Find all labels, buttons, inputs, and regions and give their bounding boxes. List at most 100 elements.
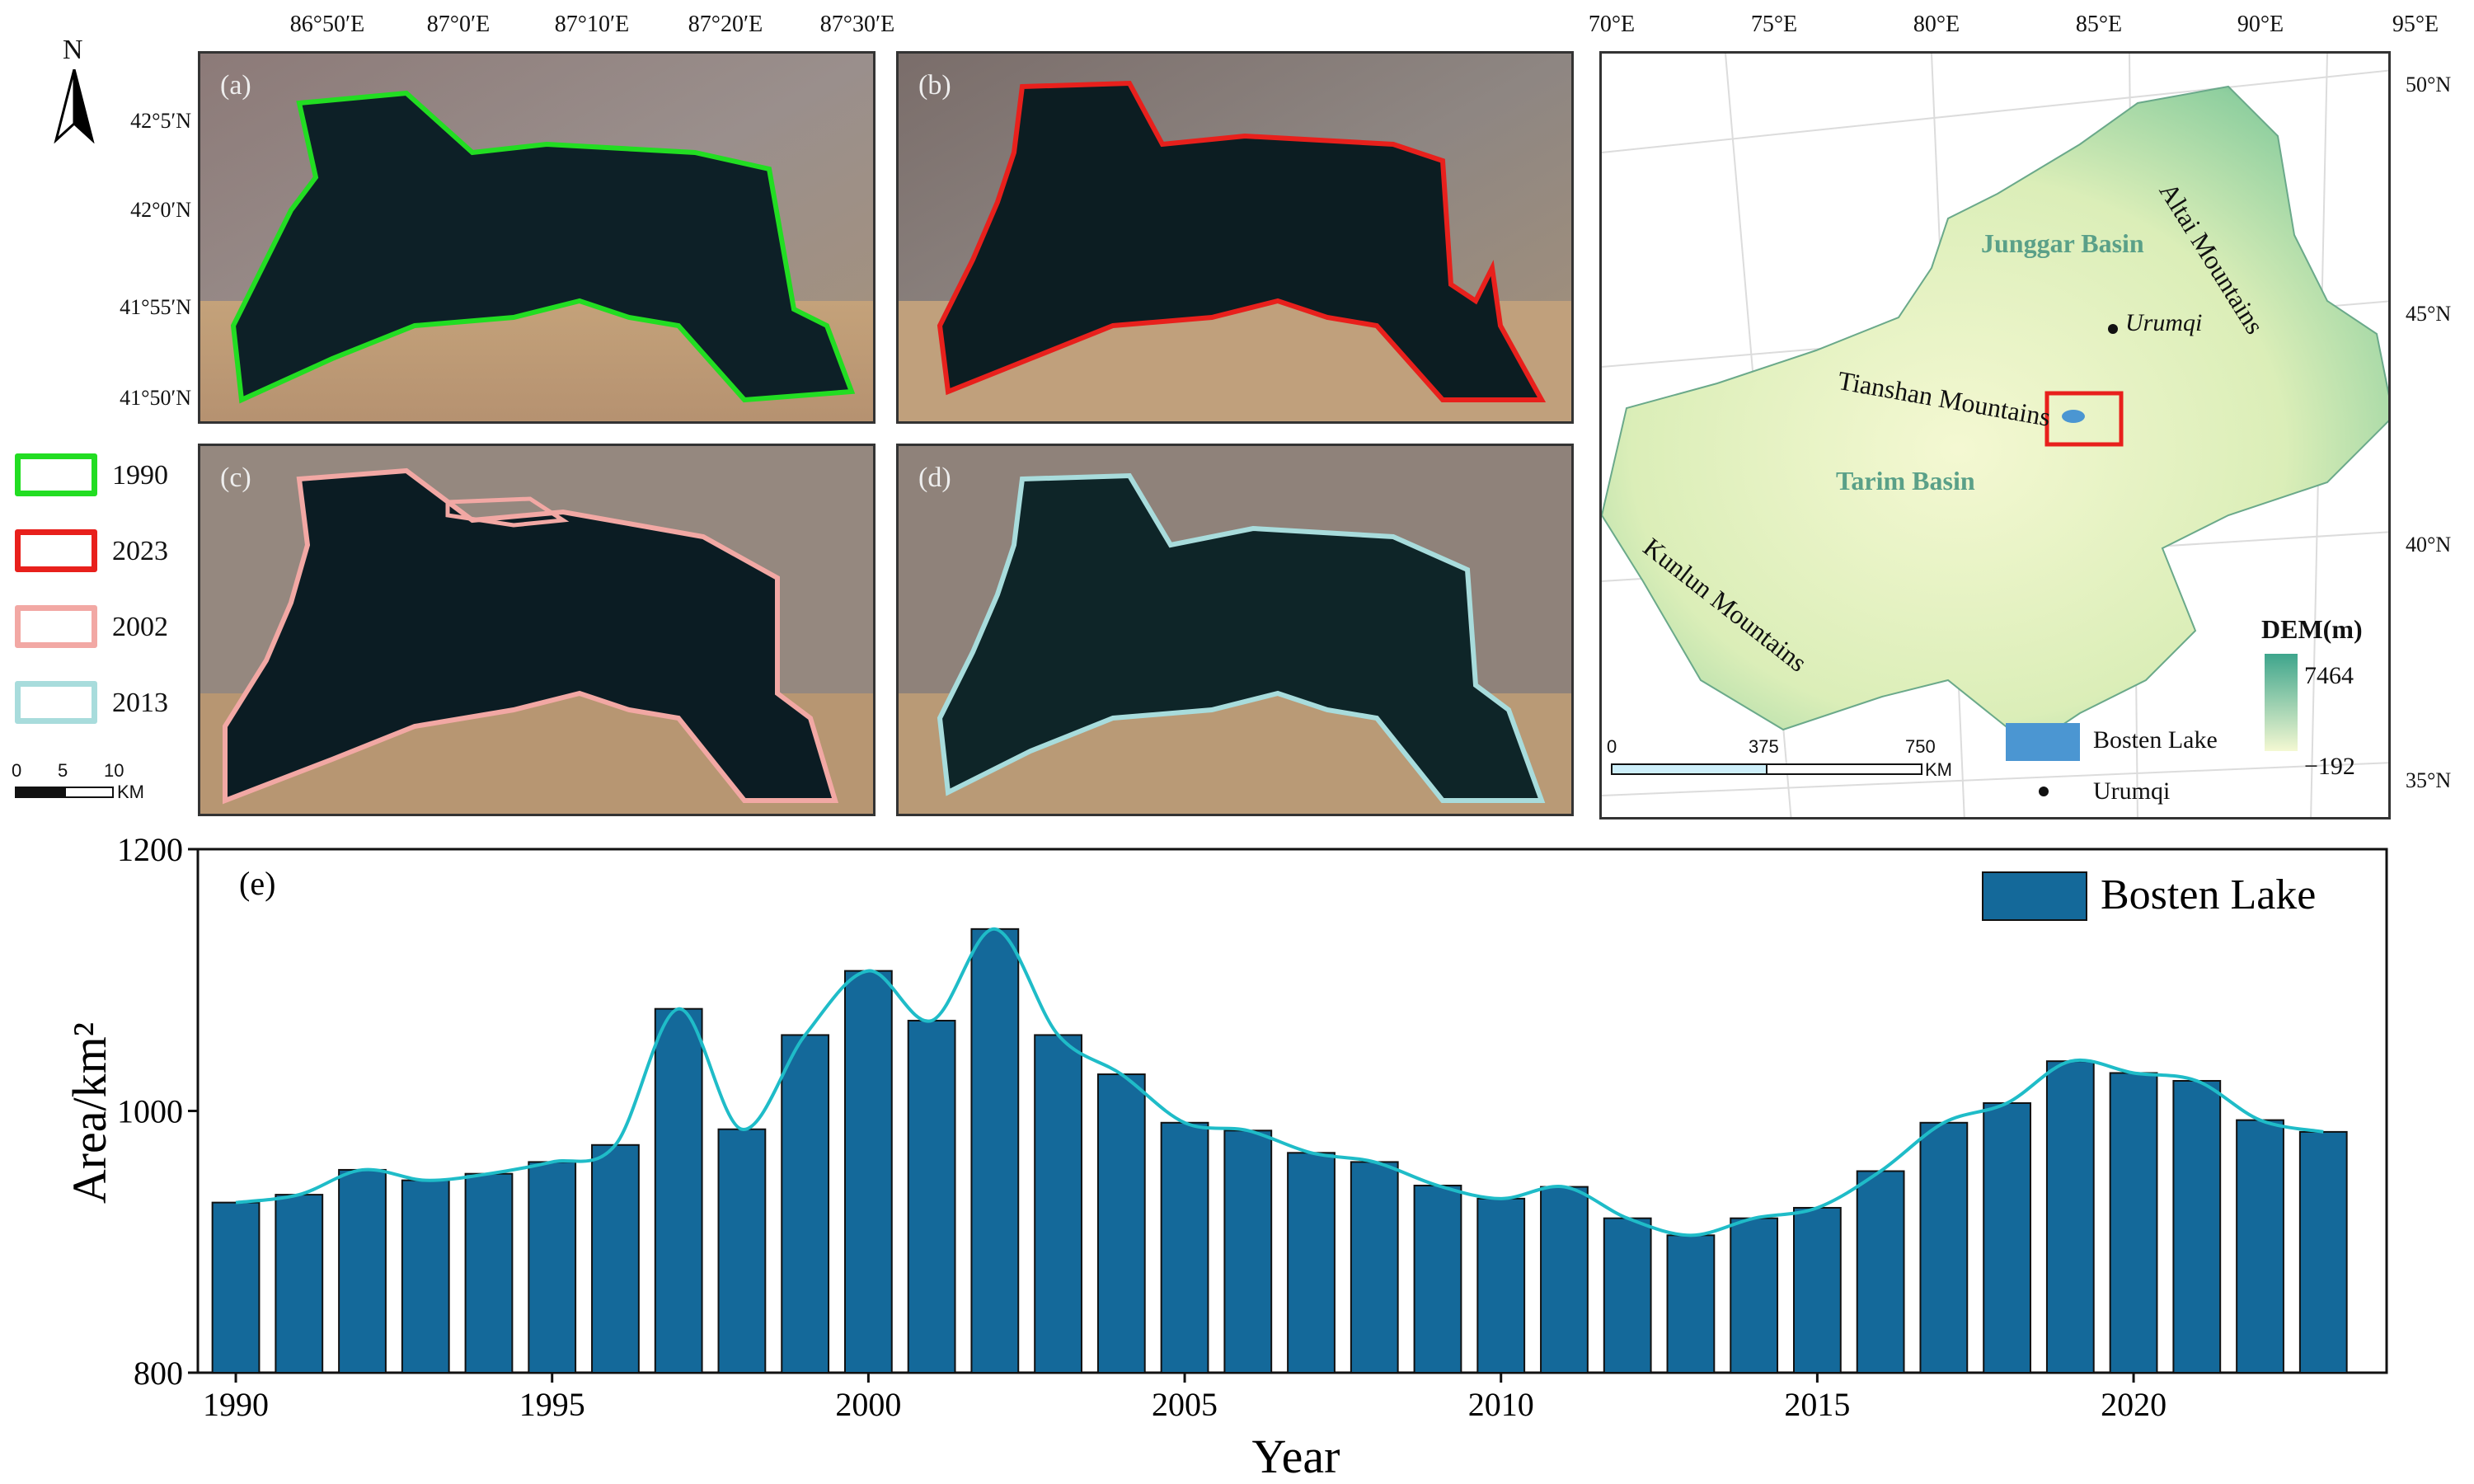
- bar-2005: [1160, 1121, 1209, 1374]
- study-area-box: [2044, 391, 2124, 447]
- north-arrow-label: N: [63, 35, 83, 65]
- map-scale-unit: KM: [1925, 759, 1952, 780]
- bar-2019: [2045, 1060, 2095, 1374]
- scale-bar-white: [64, 787, 114, 798]
- bar-2008: [1350, 1161, 1399, 1374]
- scale-tick: 5: [58, 760, 68, 781]
- bar-2012: [1603, 1217, 1652, 1374]
- bar-1992: [338, 1168, 387, 1374]
- bar-1994: [464, 1172, 514, 1374]
- lon-label: 87°0′E: [426, 12, 491, 37]
- lake-image-b: [899, 54, 1571, 421]
- map-scale-white-2: [1766, 763, 1922, 775]
- panel-label-d: (d): [918, 463, 951, 493]
- dem-title: DEM(m): [2261, 614, 2363, 644]
- lake-legend-label: Bosten Lake: [2093, 726, 2218, 754]
- panel-label-a: (a): [220, 70, 251, 101]
- dem-map: Altai Mountains Junggar Basin Urumqi Tia…: [1599, 51, 2391, 819]
- lake-image-c: [200, 446, 873, 814]
- bar-1996: [591, 1144, 640, 1374]
- legend-swatch: [15, 681, 97, 724]
- bar-2000: [843, 970, 893, 1374]
- lon-label: 86°50′E: [289, 12, 365, 37]
- bar-2011: [1540, 1186, 1589, 1374]
- satellite-panel-a: (a): [198, 51, 876, 424]
- x-tick-label: 2000: [835, 1386, 901, 1423]
- legend-swatch: [15, 605, 97, 648]
- bar-2020: [2109, 1072, 2158, 1374]
- bar-2004: [1096, 1073, 1146, 1374]
- bar-1999: [781, 1034, 830, 1374]
- dem-max: 7464: [2304, 662, 2354, 689]
- legend-swatch: [15, 453, 97, 496]
- panel-label-b: (b): [918, 70, 951, 101]
- bar-2001: [907, 1019, 956, 1374]
- bar-2022: [2236, 1119, 2284, 1374]
- x-tick-label: 1990: [203, 1386, 269, 1423]
- bar-2003: [1034, 1034, 1082, 1374]
- legend-swatch: [15, 529, 97, 572]
- satellite-panel-d: (d): [896, 444, 1574, 816]
- lon-label: 87°10′E: [554, 12, 630, 37]
- bar-1997: [654, 1007, 703, 1374]
- map-lat-label: 45°N: [2406, 302, 2452, 326]
- x-tick-label: 1995: [519, 1386, 585, 1423]
- urumqi-label: Urumqi: [2125, 309, 2203, 336]
- bar-2010: [1476, 1197, 1526, 1374]
- legend-year: 2013: [112, 688, 168, 718]
- x-tick-label: 2020: [2101, 1386, 2167, 1423]
- y-tick-label: 1200: [117, 831, 183, 868]
- dem-map-graphic: [1602, 54, 2388, 817]
- city-legend-dot: [2039, 787, 2049, 796]
- bar-2009: [1413, 1184, 1462, 1374]
- bar-2007: [1287, 1152, 1336, 1374]
- trend-line: [235, 927, 2324, 1237]
- dem-colorbar: [2265, 654, 2298, 751]
- map-lat-label: 35°N: [2406, 768, 2452, 792]
- y-axis-label: Area/km²: [63, 1022, 116, 1204]
- bar-2006: [1223, 1129, 1273, 1374]
- scale-tick: 10: [104, 760, 124, 781]
- chart-legend-label: Bosten Lake: [2101, 871, 2316, 918]
- north-arrow: N: [49, 35, 99, 143]
- lat-label: 42°5′N: [130, 109, 191, 133]
- scale-bar-black: [15, 787, 64, 798]
- bar-2016: [1856, 1170, 1905, 1374]
- lat-label: 42°0′N: [130, 198, 191, 222]
- satellite-panel-b: (b): [896, 51, 1574, 424]
- x-tick-label: 2005: [1152, 1386, 1218, 1423]
- satellite-panel-c: (c): [198, 444, 876, 816]
- bar-2015: [1793, 1206, 1842, 1374]
- bar-2018: [1983, 1101, 2031, 1374]
- scale-tick: 0: [12, 760, 22, 781]
- panel-label-c: (c): [220, 463, 251, 493]
- bar-2014: [1730, 1217, 1779, 1374]
- bar-2002: [970, 928, 1020, 1374]
- map-scale-tick: 0: [1607, 736, 1617, 757]
- bar-1993: [401, 1179, 450, 1374]
- legend-year: 2023: [112, 536, 168, 566]
- map-lon-label: 90°E: [2237, 12, 2284, 37]
- x-tick-label: 2010: [1468, 1386, 1534, 1423]
- xinjiang-outline: [1602, 85, 2388, 748]
- map-scale-tick: 750: [1905, 736, 1936, 757]
- x-axis-label: Year: [1252, 1430, 1340, 1483]
- x-tick-label: 2015: [1784, 1386, 1850, 1423]
- bar-1990: [211, 1201, 261, 1374]
- lon-label: 87°20′E: [688, 12, 763, 37]
- dem-min: −192: [2304, 753, 2355, 780]
- bar-2013: [1666, 1234, 1716, 1374]
- map-lon-label: 80°E: [1913, 12, 1960, 37]
- lat-label: 41°50′N: [120, 386, 191, 410]
- map-lon-label: 70°E: [1588, 12, 1636, 37]
- y-tick-label: 1000: [117, 1093, 183, 1130]
- map-lon-label: 75°E: [1750, 12, 1798, 37]
- lon-label: 87°30′E: [819, 12, 895, 37]
- tarim-label: Tarim Basin: [1836, 466, 1975, 495]
- scale-bar: 0 5 10 KM: [12, 760, 201, 810]
- bar-1991: [275, 1194, 324, 1374]
- map-lat-label: 50°N: [2406, 73, 2452, 96]
- bar-2021: [2172, 1079, 2222, 1374]
- lake-image-a: [200, 54, 873, 421]
- legend-year: 1990: [112, 460, 168, 491]
